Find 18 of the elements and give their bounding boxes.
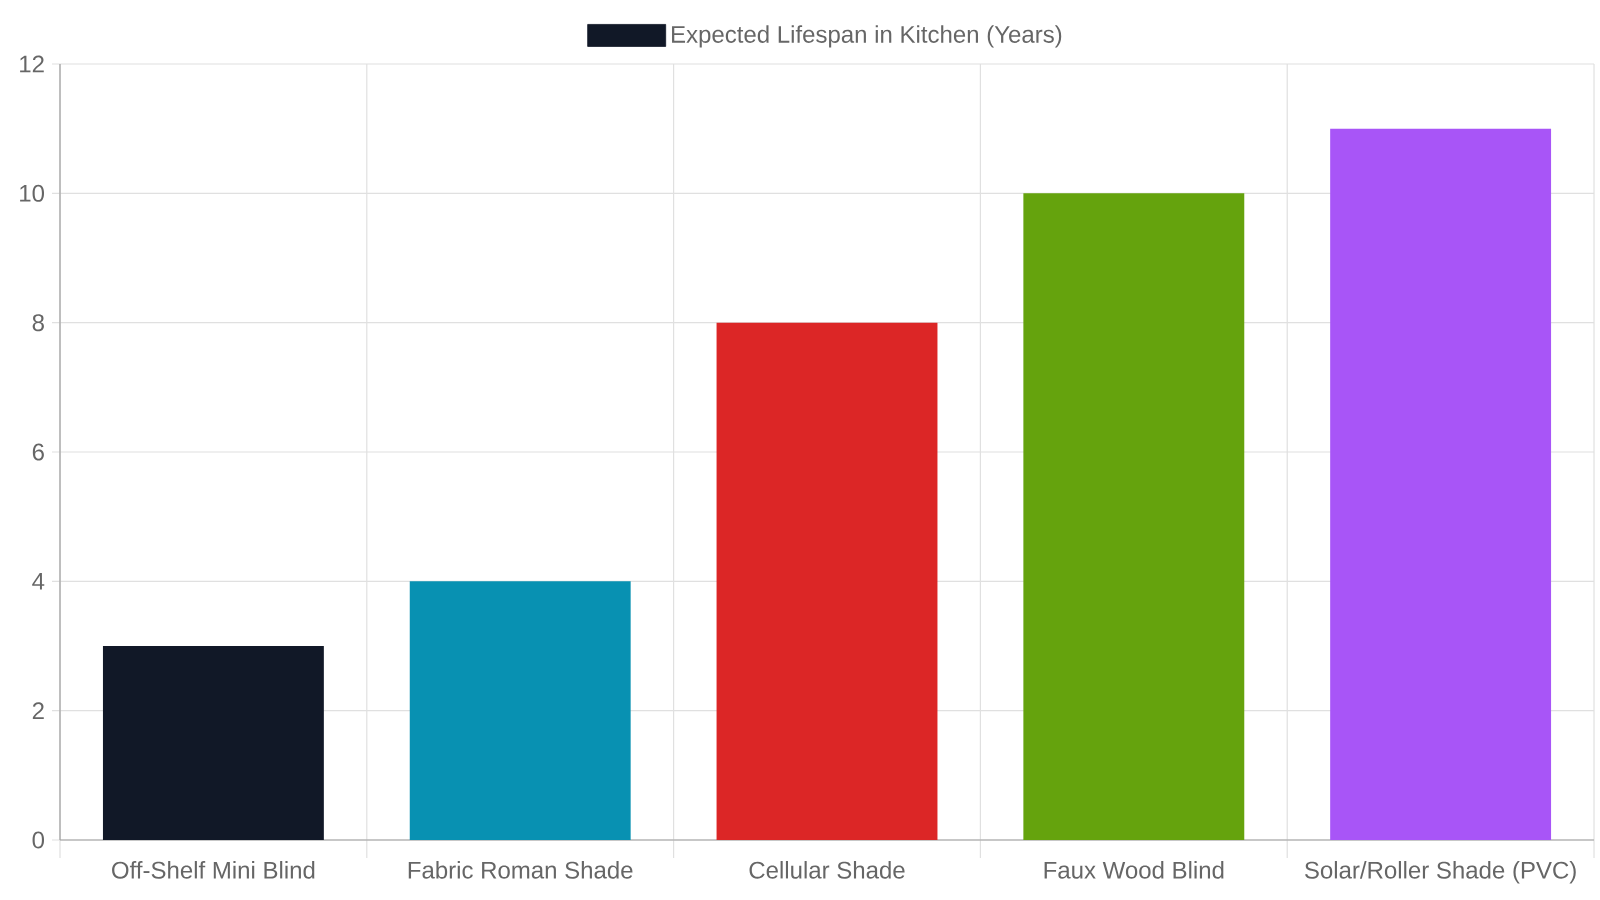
x-tick-label: Cellular Shade [749,861,905,879]
y-tick-label: 10 [20,184,45,202]
x-tick-label: Faux Wood Blind [1044,861,1224,879]
y-tick-label: 4 [32,573,45,590]
y-tick-label: 6 [32,443,44,461]
y-tick-label: 8 [32,314,44,332]
bar [1330,128,1552,840]
x-tick-label: Solar/Roller Shade (PVC) [1304,861,1576,884]
legend-label: Expected Lifespan in Kitchen (Years) [672,25,1062,48]
y-tick-label: 12 [20,55,44,73]
y-tick-label: 2 [32,702,44,720]
y-tick-label: 0 [32,831,45,849]
x-tick-label: Fabric Roman Shade [408,861,633,879]
bar [102,646,324,840]
x-tick-label: Off-Shelf Mini Blind [112,861,315,879]
bar [1023,193,1245,840]
bar [716,322,938,840]
bar [409,581,631,840]
